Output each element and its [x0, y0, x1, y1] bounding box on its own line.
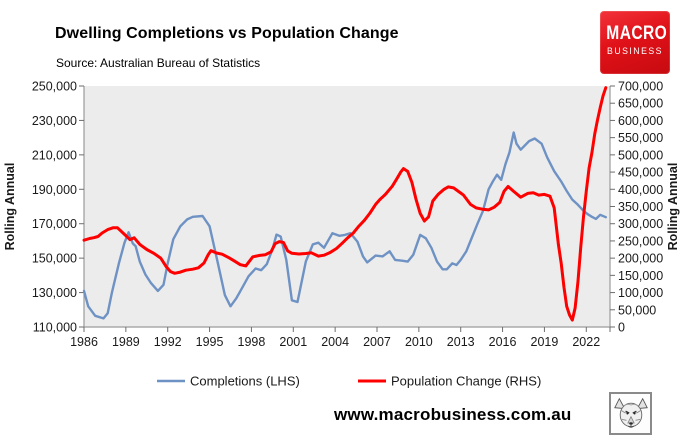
right-axis-title: Rolling Annual — [666, 163, 680, 251]
chart-title: Dwelling Completions vs Population Chang… — [55, 25, 399, 42]
macrobusiness-logo: MACRO BUSINESS — [600, 11, 670, 74]
right-axis-label: 200,000 — [618, 252, 663, 266]
x-axis-label: 2013 — [447, 335, 475, 349]
right-axis-label: 650,000 — [618, 97, 663, 111]
chart-source: Source: Australian Bureau of Statistics — [56, 56, 261, 70]
x-axis-label: 1998 — [238, 335, 266, 349]
right-axis-label: 550,000 — [618, 131, 663, 145]
left-axis-label: 170,000 — [32, 217, 77, 231]
legend-label: Completions (LHS) — [190, 374, 300, 389]
x-axis-label: 1995 — [196, 335, 224, 349]
left-axis-label: 190,000 — [32, 183, 77, 197]
right-axis-label: 250,000 — [618, 234, 663, 248]
left-axis-label: 210,000 — [32, 148, 77, 162]
dual-axis-line-chart: 250,000 230,000 210,000 190,000 170,000 150,0… — [3, 80, 680, 389]
completions-line — [82, 131, 607, 320]
x-axis-label: 2019 — [531, 335, 559, 349]
x-axis-label: 1989 — [112, 335, 140, 349]
right-axis-label: 150,000 — [618, 269, 663, 283]
left-axis-label: 150,000 — [32, 252, 77, 266]
right-axis-label: 400,000 — [618, 183, 663, 197]
left-axis-label: 130,000 — [32, 286, 77, 300]
site-url: www.macrobusiness.com.au — [334, 405, 572, 424]
right-axis-label: 500,000 — [618, 148, 663, 162]
right-axis-label: 300,000 — [618, 217, 663, 231]
x-axis-label: 2001 — [279, 335, 307, 349]
right-axis-label: 450,000 — [618, 166, 663, 180]
x-axis-label: 2004 — [321, 335, 349, 349]
logo-text-macro: MACRO — [606, 23, 668, 44]
x-axis-label: 2022 — [572, 335, 600, 349]
right-axis-label: 50,000 — [618, 303, 656, 317]
x-axis-label: 2007 — [363, 335, 391, 349]
x-axis-label: 2010 — [405, 335, 433, 349]
right-axis-label: 0 — [618, 321, 625, 335]
left-axis-label: 230,000 — [32, 114, 77, 128]
logo-text-business: BUSINESS — [607, 46, 663, 57]
left-axis-label: 110,000 — [33, 321, 77, 335]
population-change-line — [82, 86, 608, 322]
legend-label: Population Change (RHS) — [391, 374, 541, 389]
right-axis-label: 700,000 — [618, 80, 663, 94]
right-axis-label: 600,000 — [618, 114, 663, 128]
wolf-logo-box — [609, 392, 652, 435]
left-axis-title: Rolling Annual — [3, 163, 17, 251]
wolf-head-icon — [613, 397, 648, 428]
left-axis-label: 250,000 — [32, 80, 77, 94]
x-axis-label: 2016 — [489, 335, 517, 349]
x-axis-label: 1986 — [70, 335, 98, 349]
right-axis-label: 100,000 — [618, 286, 663, 300]
right-axis-label: 350,000 — [618, 200, 663, 214]
plot-area — [84, 86, 610, 327]
x-axis-label: 1992 — [154, 335, 182, 349]
